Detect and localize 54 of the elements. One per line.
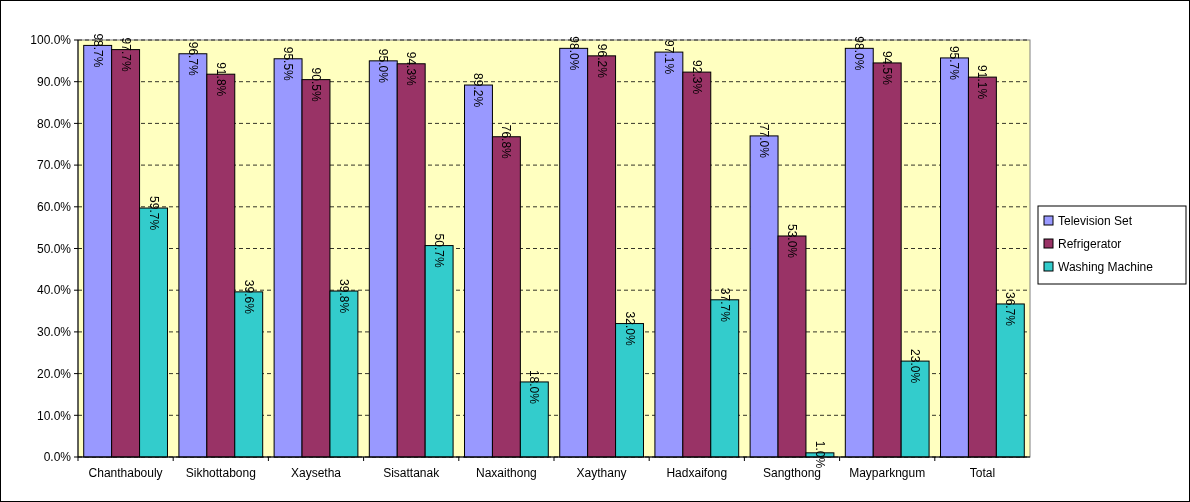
x-tick-label: Hadxaifong (666, 466, 728, 480)
data-label: 98.7% (90, 33, 105, 68)
legend-label: Refrigerator (1058, 237, 1122, 252)
data-label: 18.0% (527, 369, 542, 405)
data-label: 94.5% (880, 50, 895, 86)
data-label: 95.5% (281, 46, 296, 82)
data-label: 50.7% (432, 233, 447, 268)
y-tick-label: 60.0% (36, 200, 72, 214)
y-tick-label: 30.0% (36, 325, 72, 340)
x-tick-label: Xaythany (576, 466, 627, 480)
data-label: 76.8% (499, 124, 514, 160)
y-tick-label: 70.0% (36, 158, 72, 173)
data-label: 98.0% (852, 36, 867, 71)
x-tick-label: Total (969, 466, 996, 480)
data-label: 97.7% (118, 37, 133, 72)
data-label: 94.3% (404, 51, 419, 87)
data-label: 77.0% (757, 123, 772, 159)
x-tick-label: Sisattanak (383, 466, 441, 480)
data-label: 23.0% (908, 349, 923, 384)
data-label: 96.2% (594, 43, 609, 79)
data-label: 91.1% (975, 65, 990, 100)
y-tick-label: 100.0% (30, 33, 72, 48)
y-tick-label: 90.0% (36, 74, 72, 89)
data-label: 90.5% (309, 67, 323, 102)
y-tick-label: 0.0% (43, 450, 72, 465)
data-label: 97.1% (661, 40, 676, 75)
data-label: 89.2% (471, 73, 486, 108)
x-tick-label: Xaysetha (290, 466, 342, 480)
data-label: 1.0% (812, 440, 827, 469)
legend-label: Television Set (1058, 214, 1133, 229)
data-label: 53.0% (785, 223, 799, 259)
data-label: 37.7% (717, 287, 732, 323)
x-tick-label: Sikhottabong (185, 466, 256, 480)
x-tick-label: Chanthabouly (88, 466, 163, 480)
x-tick-label: Naxaithong (476, 466, 537, 480)
data-label: 59.7% (146, 196, 161, 231)
y-tick-label: 80.0% (36, 116, 72, 131)
x-tick-label: Mayparkngum (849, 466, 926, 480)
legend-label: Washing Machine (1058, 260, 1154, 275)
data-label: 95.7% (947, 45, 962, 81)
y-tick-label: 50.0% (36, 241, 72, 256)
data-label: 36.7% (1003, 291, 1018, 327)
data-label: 92.3% (689, 60, 704, 95)
y-tick-label: 20.0% (36, 366, 72, 381)
data-label: 96.7% (185, 41, 200, 77)
data-label: 95.0% (376, 48, 391, 84)
y-tick-label: 40.0% (36, 283, 72, 298)
y-tick-label: 10.0% (36, 408, 72, 423)
data-label: 91.8% (213, 62, 228, 97)
x-tick-label: Sangthong (762, 466, 822, 480)
data-label: 39.6% (241, 279, 256, 315)
data-label: 39.8% (336, 279, 351, 314)
data-label: 98.0% (566, 36, 581, 71)
data-label: 32.0% (622, 311, 637, 346)
